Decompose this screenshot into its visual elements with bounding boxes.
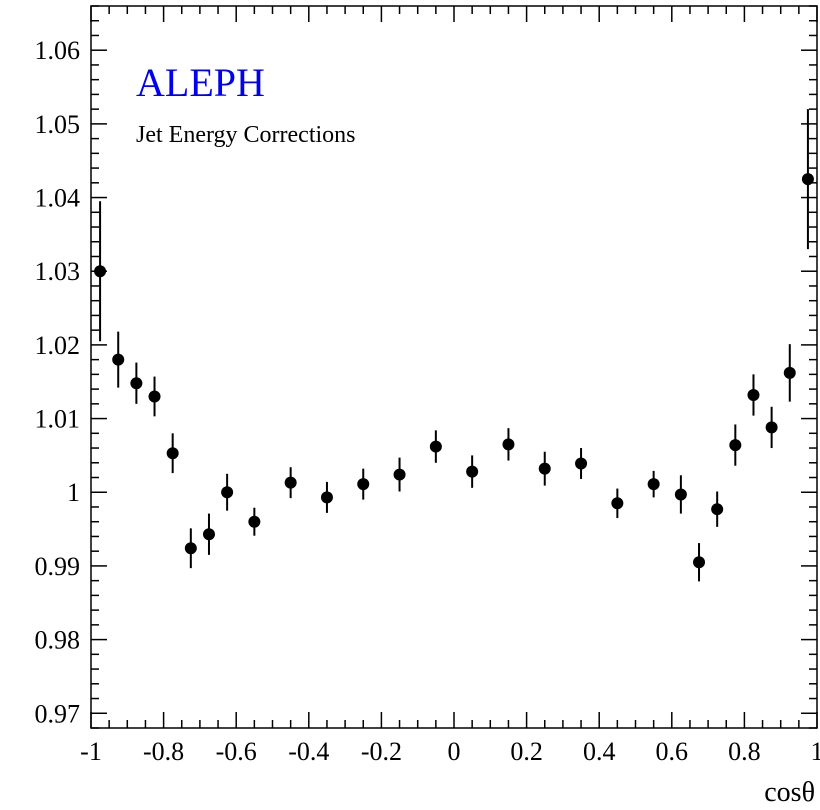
y-tick-label-0: 0.97 bbox=[35, 699, 81, 728]
x-tick-label-10: 1 bbox=[811, 737, 820, 766]
data-point-9 bbox=[284, 476, 297, 489]
data-point-15 bbox=[502, 438, 515, 451]
data-point-10 bbox=[320, 491, 333, 504]
data-point-11 bbox=[357, 478, 370, 491]
data-point-4 bbox=[166, 447, 179, 460]
y-tick-label-9: 1.06 bbox=[35, 36, 81, 65]
y-tick-label-5: 1.02 bbox=[35, 331, 81, 360]
y-tick-label-4: 1.01 bbox=[35, 405, 81, 434]
y-tick-label-7: 1.04 bbox=[35, 184, 81, 213]
data-point-3 bbox=[148, 390, 161, 403]
data-point-7 bbox=[221, 486, 234, 499]
data-point-21 bbox=[693, 556, 706, 569]
x-tick-label-5: 0 bbox=[448, 737, 461, 766]
y-tick-label-8: 1.05 bbox=[35, 110, 81, 139]
data-point-6 bbox=[202, 528, 215, 541]
data-point-26 bbox=[783, 366, 796, 379]
y-tick-label-6: 1.03 bbox=[35, 257, 81, 286]
data-point-27 bbox=[801, 173, 814, 186]
data-point-12 bbox=[393, 468, 406, 481]
y-tick-label-1: 0.98 bbox=[35, 626, 81, 655]
chart-title: ALEPH bbox=[136, 60, 265, 105]
data-point-18 bbox=[611, 497, 624, 510]
data-point-22 bbox=[711, 503, 724, 516]
x-tick-label-0: -1 bbox=[80, 737, 102, 766]
x-axis-label: cosθ bbox=[764, 777, 815, 808]
data-point-8 bbox=[248, 515, 261, 528]
data-point-13 bbox=[429, 440, 442, 453]
x-tick-label-9: 0.8 bbox=[728, 737, 761, 766]
data-point-19 bbox=[647, 478, 660, 491]
y-tick-label-2: 0.99 bbox=[35, 552, 81, 581]
y-tick-label-3: 1 bbox=[67, 478, 80, 507]
x-tick-label-1: -0.8 bbox=[143, 737, 184, 766]
data-point-24 bbox=[747, 388, 760, 401]
x-tick-label-4: -0.2 bbox=[361, 737, 402, 766]
x-tick-label-8: 0.6 bbox=[656, 737, 689, 766]
data-point-23 bbox=[729, 439, 742, 452]
data-point-25 bbox=[765, 421, 778, 434]
x-tick-label-6: 0.2 bbox=[510, 737, 543, 766]
chart-subtitle: Jet Energy Corrections bbox=[136, 122, 356, 148]
data-point-20 bbox=[674, 488, 687, 501]
data-point-17 bbox=[575, 457, 588, 470]
error-bars bbox=[99, 109, 809, 582]
x-tick-label-7: 0.4 bbox=[583, 737, 616, 766]
data-point-2 bbox=[130, 377, 143, 390]
data-point-16 bbox=[538, 462, 551, 475]
data-points bbox=[94, 173, 814, 569]
data-point-5 bbox=[184, 542, 197, 555]
axis-tick-labels: -1 -0.8 -0.6 -0.4 -0.2 0 0.2 0.4 0.6 0.8 1 0.97 0.98… bbox=[35, 36, 820, 766]
data-point-14 bbox=[466, 465, 479, 478]
x-tick-label-3: -0.4 bbox=[288, 737, 329, 766]
data-point-1 bbox=[112, 353, 125, 366]
plot-frame bbox=[90, 5, 818, 729]
data-point-0 bbox=[94, 265, 107, 278]
x-tick-label-2: -0.6 bbox=[216, 737, 257, 766]
axis-ticks bbox=[90, 5, 818, 729]
